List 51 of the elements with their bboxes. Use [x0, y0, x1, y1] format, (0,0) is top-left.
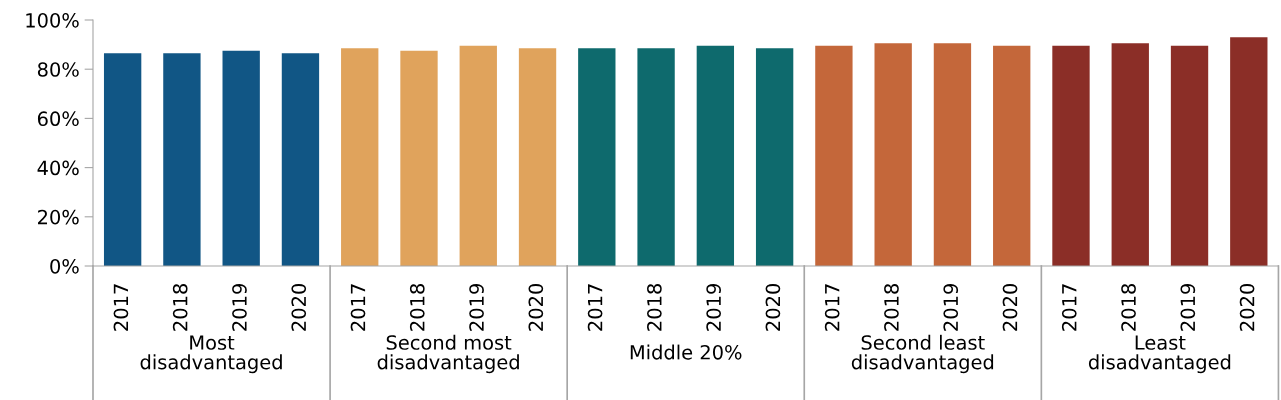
- text: Least disadvantaged: [1088, 335, 1231, 374]
- x-tick-label: 2017: [350, 284, 366, 331]
- bar: [933, 43, 972, 266]
- bar: [103, 53, 142, 266]
- bar: [1111, 43, 1149, 266]
- x-tick-label: 2020: [528, 283, 544, 331]
- x-tick-label: 2018: [647, 284, 662, 331]
- bar: [459, 45, 497, 266]
- y-tick-label: 20%: [38, 209, 79, 225]
- y-tick-label: 100%: [26, 12, 79, 28]
- bar: [815, 45, 853, 266]
- x-tick-label: 2019: [232, 284, 247, 331]
- x-tick-label: 2017: [587, 284, 603, 331]
- bar: [518, 48, 557, 266]
- y-tick-label: 0%: [50, 258, 79, 274]
- text: Most disadvantaged: [140, 335, 282, 374]
- x-tick-label: 2017: [824, 284, 840, 331]
- x-tick-label: 2020: [765, 283, 781, 331]
- x-tick-label: 2018: [884, 284, 899, 331]
- bar: [755, 48, 794, 266]
- bar: [163, 53, 201, 266]
- bar: [696, 45, 735, 266]
- x-tick-label: 2019: [1180, 284, 1196, 331]
- bar: [400, 50, 438, 266]
- bar: [874, 43, 912, 266]
- bar: [222, 50, 260, 266]
- text: Second least disadvantaged: [851, 334, 994, 374]
- bar: [578, 48, 616, 266]
- bar: [1170, 45, 1209, 266]
- x-tick-label: 2018: [172, 284, 188, 331]
- x-tick-label: 2020: [1239, 283, 1255, 331]
- y-tick-label: 60%: [37, 111, 79, 127]
- x-tick-label: 2019: [469, 284, 484, 331]
- text: Middle 20%: [630, 344, 742, 360]
- x-tick-label: 2020: [1002, 283, 1018, 331]
- x-tick-label: 2020: [291, 283, 307, 331]
- x-tick-label: 2019: [943, 284, 959, 331]
- x-tick-label: 2018: [1121, 284, 1136, 331]
- y-tick-label: 80%: [37, 62, 79, 77]
- text: Second most disadvantaged: [377, 334, 519, 374]
- bar: [637, 48, 675, 266]
- x-tick-label: 2017: [113, 284, 129, 331]
- y-tick-label: 40%: [37, 160, 79, 176]
- x-tick-label: 2017: [1061, 284, 1077, 331]
- bar: [1052, 45, 1090, 266]
- x-tick-label: 2018: [409, 284, 425, 331]
- bar: [341, 48, 379, 266]
- bar: [1230, 37, 1268, 266]
- x-tick-label: 2019: [706, 284, 721, 331]
- bar: [281, 53, 320, 266]
- bar: [993, 45, 1031, 266]
